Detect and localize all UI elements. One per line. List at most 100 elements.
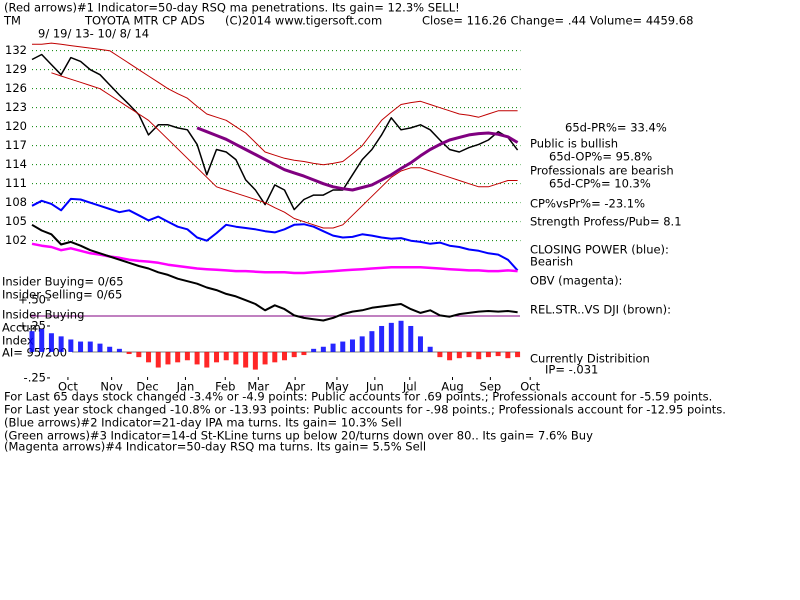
annotation: Bearish xyxy=(530,255,573,269)
accum-bar xyxy=(29,331,35,352)
accum-bar xyxy=(369,331,375,352)
annotation: Index xyxy=(2,334,34,348)
accum-bar xyxy=(456,351,462,359)
accum-bar xyxy=(116,348,122,352)
accum-bar xyxy=(175,351,181,363)
accum-bar xyxy=(252,351,258,370)
accum-bar xyxy=(78,341,84,352)
accum-bar xyxy=(97,343,103,352)
y-tick-label: 105 xyxy=(5,214,27,228)
x-tick-label: Jun xyxy=(365,380,384,394)
accum-bar xyxy=(505,351,511,359)
y-tick-label: 111 xyxy=(5,176,27,190)
x-tick-label: Apr xyxy=(285,380,305,394)
accum-bar xyxy=(233,351,239,365)
y-tick-label: 117 xyxy=(5,138,27,152)
x-tick-label: Feb xyxy=(215,380,235,394)
accum-bar xyxy=(330,343,336,352)
accum-bar xyxy=(427,346,433,352)
x-tick-label: May xyxy=(325,380,349,394)
series-line xyxy=(31,197,519,272)
accum-bar xyxy=(272,351,278,363)
y-tick-label: 126 xyxy=(5,81,27,95)
accum-bar xyxy=(87,341,93,352)
accum-bar xyxy=(48,333,54,352)
series-line xyxy=(51,72,518,229)
accum-bar xyxy=(136,351,142,358)
accum-bar xyxy=(146,351,152,363)
series-line xyxy=(32,42,518,166)
x-tick-label: Oct xyxy=(520,380,540,394)
x-tick-label: Aug xyxy=(441,380,463,394)
x-tick-label: Mar xyxy=(247,380,269,394)
annotation: 65d-CP%= 10.3% xyxy=(549,177,651,191)
accum-tick-label: +.25 xyxy=(18,318,46,332)
accum-bar xyxy=(204,351,210,368)
accum-bar xyxy=(349,339,355,352)
accum-bar xyxy=(388,322,394,352)
annotation: 9/ 19/ 13- 10/ 8/ 14 xyxy=(38,27,149,41)
y-tick-label: 108 xyxy=(5,195,27,209)
accum-bar xyxy=(301,351,307,356)
annotation: CLOSING POWER (blue): xyxy=(530,243,669,257)
annotation: CP%vsPr%= -23.1% xyxy=(530,197,645,211)
accum-bar xyxy=(447,351,453,361)
accum-bar xyxy=(485,351,491,358)
accum-bar xyxy=(39,329,45,352)
accum-bar xyxy=(417,336,423,352)
accum-bar xyxy=(437,351,443,358)
accum-bar xyxy=(107,346,113,352)
accum-tick-label: -.25 xyxy=(24,370,46,384)
accum-bar xyxy=(340,341,346,352)
accum-bar xyxy=(311,348,317,352)
accum-bar xyxy=(291,351,297,358)
annotation: TOYOTA MTR CP ADS xyxy=(84,14,205,28)
annotation: (Blue arrows)#2 Indicator=21-day IPA ma … xyxy=(4,416,402,430)
accum-bar xyxy=(243,351,249,368)
accum-bar xyxy=(126,351,132,355)
annotation: TM xyxy=(3,14,21,28)
accum-bar xyxy=(398,320,404,352)
y-tick-label: 102 xyxy=(5,233,27,247)
x-tick-label: Nov xyxy=(100,380,123,394)
annotation: Insider Selling= 0/65 xyxy=(2,288,122,302)
accum-tick-label: +.50 xyxy=(18,293,46,307)
accum-bar xyxy=(223,351,229,361)
x-tick-label: Dec xyxy=(136,380,158,394)
series-line xyxy=(31,223,518,322)
accum-bar xyxy=(214,351,220,363)
y-tick-label: 132 xyxy=(5,43,27,57)
annotation: Public is bullish xyxy=(530,137,618,151)
annotation: (C)2014 www.tigersoft.com xyxy=(225,14,382,28)
annotation: Professionals are bearish xyxy=(530,164,674,178)
accum-bar xyxy=(155,351,161,368)
annotation: 65d-OP%= 95.8% xyxy=(549,150,652,164)
accum-bar xyxy=(262,351,268,365)
annotation: Close= 116.26 Change= .44 Volume= 4459.6… xyxy=(422,14,693,28)
annotation: REL.STR..VS DJI (brown): xyxy=(530,303,671,317)
accum-bar xyxy=(359,336,365,352)
annotation: (Green arrows)#3 Indicator=14-d St-KLine… xyxy=(4,429,593,443)
annotation: OBV (magenta): xyxy=(530,274,622,288)
annotation: Strength Profess/Pub= 8.1 xyxy=(530,215,682,229)
accum-bar xyxy=(320,346,326,352)
annotation: For Last 65 days stock changed -3.4% or … xyxy=(4,390,712,404)
chart-title: (Red arrows)#1 Indicator=50-day RSQ ma p… xyxy=(4,1,460,15)
x-tick-label: Oct xyxy=(58,380,78,394)
annotation: Insider Buying xyxy=(2,308,84,322)
accum-bar xyxy=(476,351,482,360)
accum-bar xyxy=(466,351,472,358)
series-line xyxy=(196,126,519,192)
accum-bar xyxy=(184,351,190,361)
x-tick-label: Sep xyxy=(480,380,502,394)
accum-bar xyxy=(194,351,200,365)
x-tick-label: Jan xyxy=(176,380,195,394)
annotation: 65d-PR%= 33.4% xyxy=(565,121,667,135)
accum-bar xyxy=(58,336,64,352)
accum-bar xyxy=(165,351,171,365)
annotation: Currently Distribition xyxy=(530,352,650,366)
y-tick-label: 129 xyxy=(5,62,27,76)
accum-bar xyxy=(282,351,287,361)
